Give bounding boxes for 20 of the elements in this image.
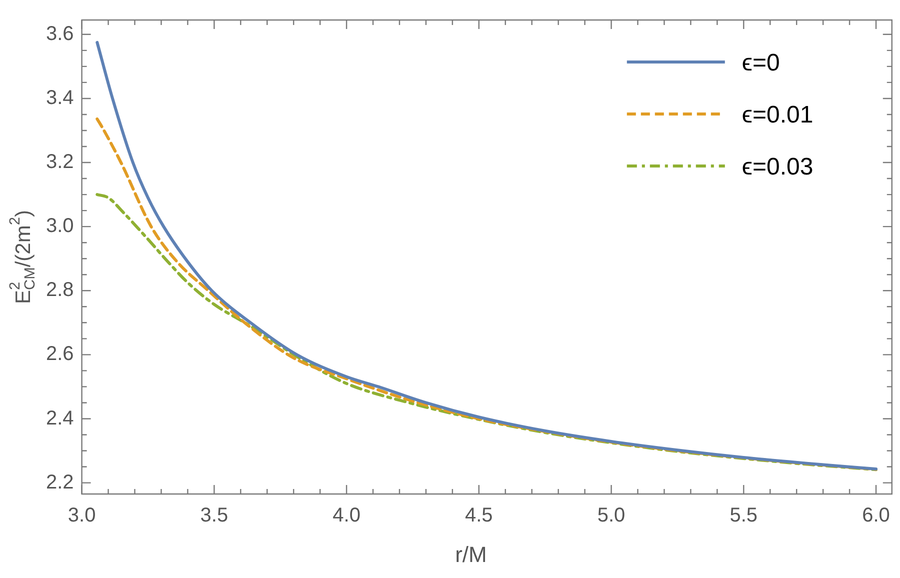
x-axis-title: r/M bbox=[455, 542, 487, 568]
y-tick-label: 2.4 bbox=[46, 407, 74, 430]
x-tick-label: 3.0 bbox=[68, 504, 96, 527]
y-tick-label: 2.2 bbox=[46, 471, 74, 494]
y-tick-label: 3.4 bbox=[46, 86, 74, 109]
legend-label: ϵ=0.01 bbox=[742, 102, 814, 129]
y-tick-label: 3.6 bbox=[46, 22, 74, 45]
x-tick-label: 4.0 bbox=[332, 504, 360, 527]
x-tick-label: 5.0 bbox=[597, 504, 626, 527]
x-tick-label: 5.5 bbox=[730, 504, 758, 527]
legend-label: ϵ=0 bbox=[742, 50, 780, 77]
y-tick-label: 2.6 bbox=[46, 343, 74, 366]
y-tick-label: 2.8 bbox=[46, 279, 74, 302]
x-tick-label: 6.0 bbox=[862, 504, 890, 527]
x-tick-label: 4.5 bbox=[465, 504, 493, 527]
x-tick-label: 3.5 bbox=[200, 504, 228, 527]
y-tick-label: 3.2 bbox=[46, 151, 74, 174]
y-tick-label: 3.0 bbox=[46, 215, 74, 238]
y-axis-title: E2CM/(2m2) bbox=[8, 210, 38, 304]
legend-label: ϵ=0.03 bbox=[742, 154, 814, 181]
